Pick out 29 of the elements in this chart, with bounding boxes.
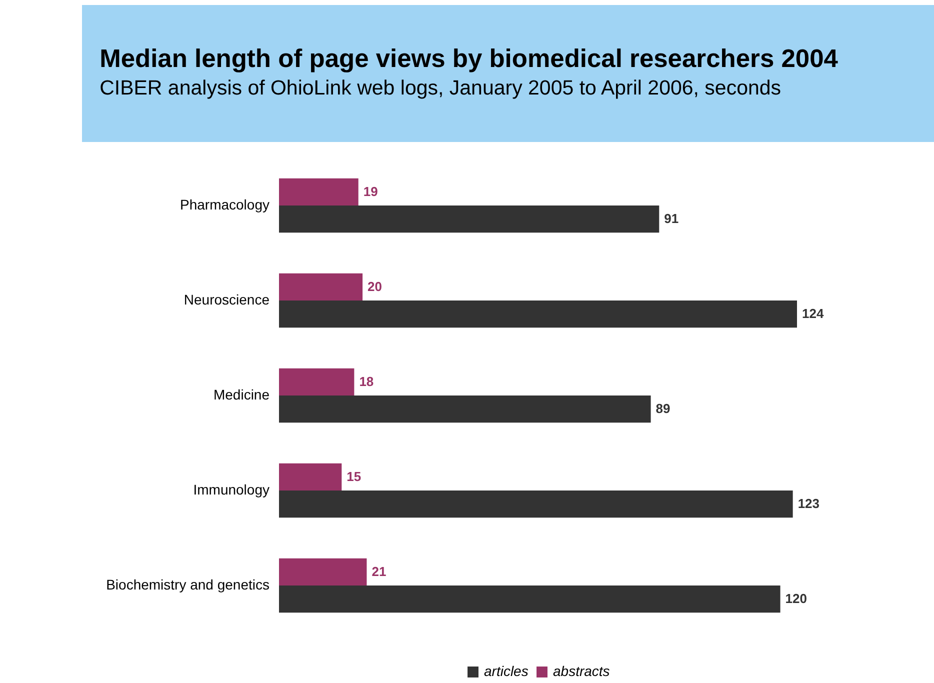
data-label: 120 xyxy=(785,591,807,606)
chart-subtitle: CIBER analysis of OhioLink web logs, January 2005 to April 2006, seconds xyxy=(100,76,782,100)
data-label: 123 xyxy=(798,496,820,512)
bar xyxy=(279,463,342,490)
y-tick-label: Biochemistry and genetics xyxy=(106,576,270,592)
data-label: 20 xyxy=(368,278,382,294)
chart-title: Median length of page views by biomedical researchers 2004 xyxy=(100,45,839,73)
bar xyxy=(279,300,797,328)
y-tick-label: Pharmacology xyxy=(180,196,270,212)
data-label: 19 xyxy=(363,184,378,199)
bar xyxy=(279,396,651,423)
data-label: 89 xyxy=(656,401,670,416)
y-tick-label: Immunology xyxy=(193,482,270,498)
bar xyxy=(279,586,780,613)
legend-label: abstracts xyxy=(553,663,610,679)
bar xyxy=(279,558,367,586)
bar xyxy=(279,490,793,518)
data-label: 15 xyxy=(346,468,362,484)
legend-label: articles xyxy=(484,663,528,679)
data-label: 18 xyxy=(359,374,374,389)
y-tick-label: Medicine xyxy=(213,386,270,402)
data-label: 91 xyxy=(664,211,679,226)
bar xyxy=(279,206,660,233)
bar xyxy=(279,368,354,396)
data-label: 21 xyxy=(372,564,386,579)
y-tick-label: Neuroscience xyxy=(184,292,270,308)
bar xyxy=(279,178,358,206)
bar xyxy=(279,273,363,300)
data-label: 124 xyxy=(802,306,824,322)
